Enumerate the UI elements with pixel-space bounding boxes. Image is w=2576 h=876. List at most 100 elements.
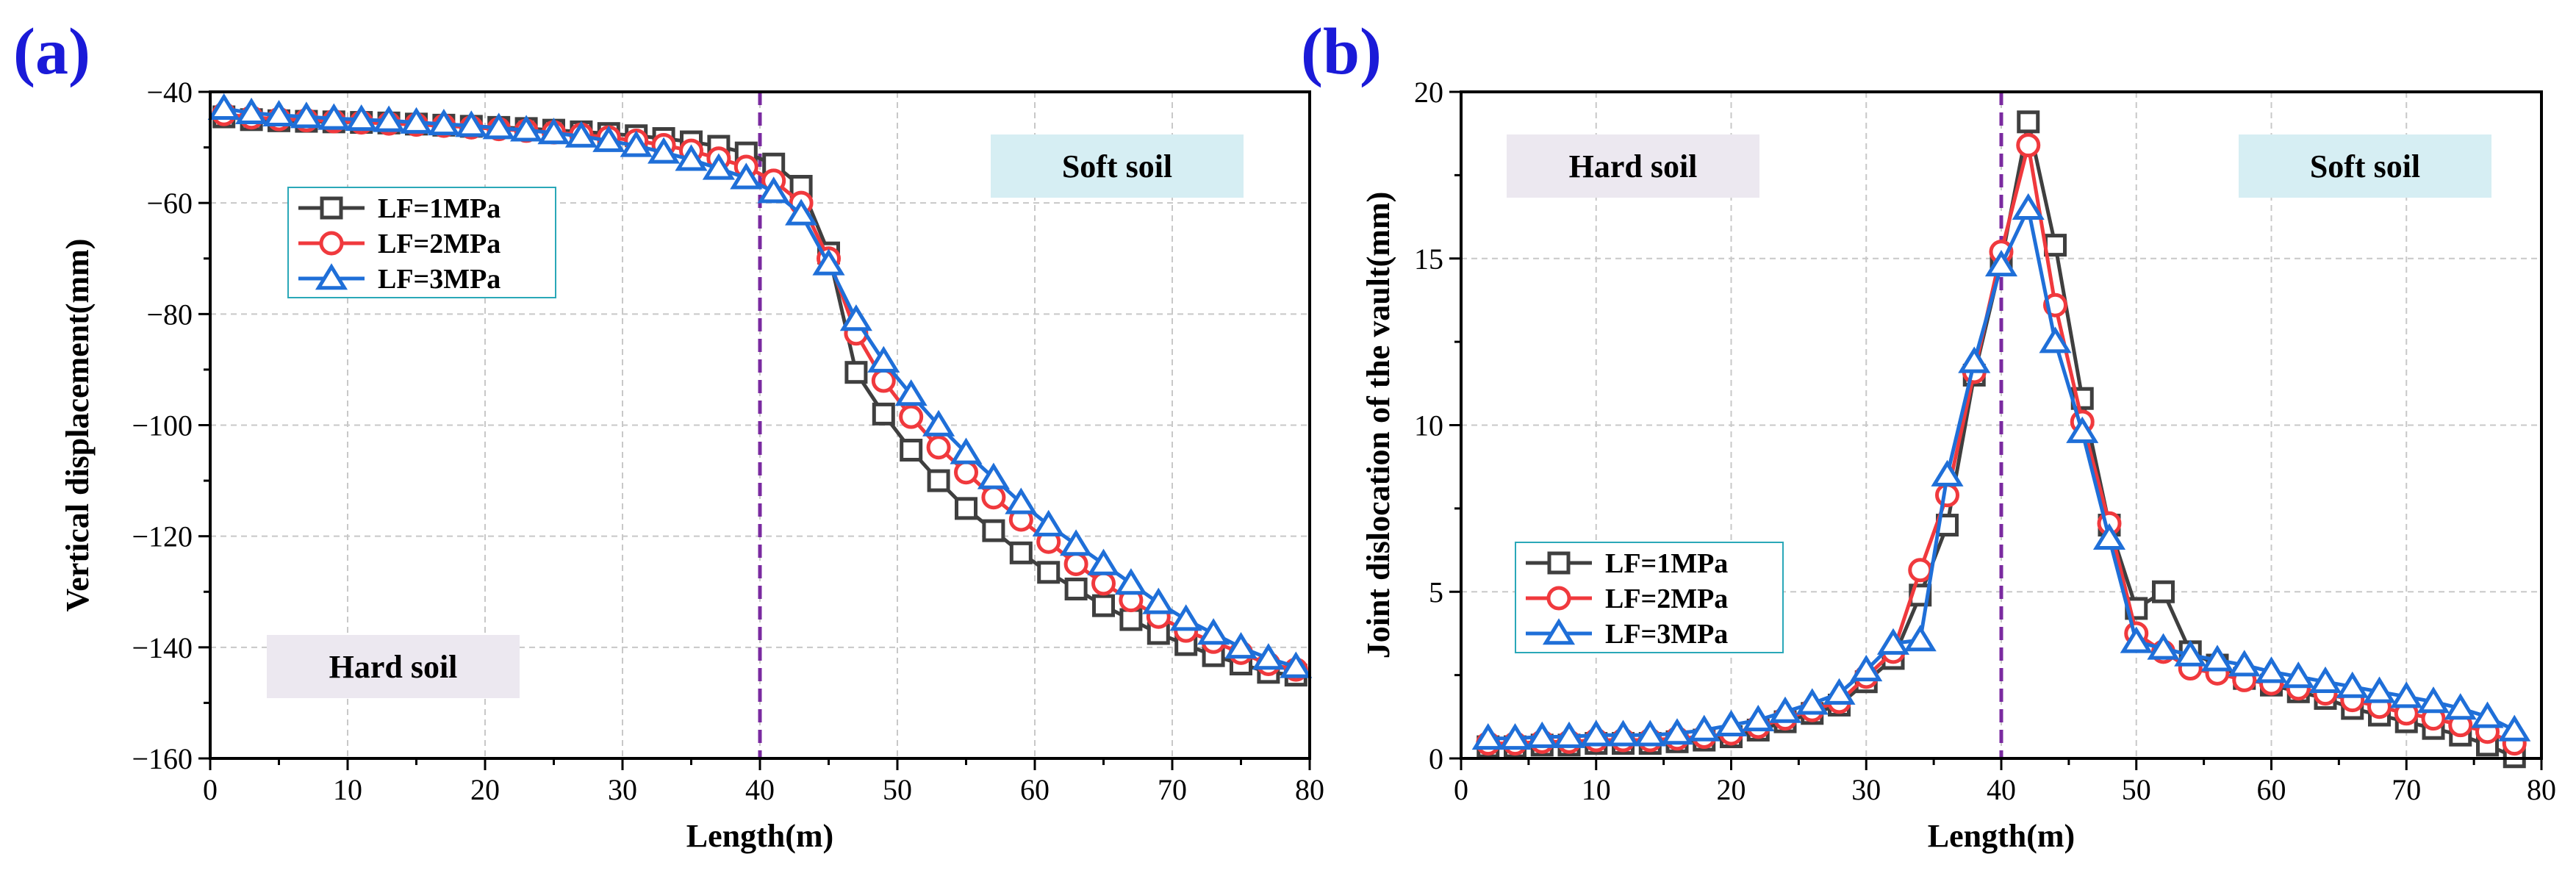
zone-label: Hard soil	[329, 649, 458, 685]
data-point	[1091, 571, 1116, 596]
zone-label: Hard soil	[1569, 148, 1698, 184]
data-point	[373, 105, 406, 132]
data-point	[955, 497, 977, 520]
x-tick-label: 40	[1987, 773, 2016, 806]
data-point	[1904, 625, 1937, 652]
data-point	[927, 469, 950, 492]
data-point	[235, 97, 268, 125]
y-tick-label: 20	[1414, 76, 1443, 109]
data-point	[1607, 719, 1640, 747]
data-point	[954, 460, 978, 485]
data-point	[1037, 561, 1061, 584]
data-point	[1471, 722, 1504, 750]
x-axis-title: Length(m)	[686, 818, 833, 854]
data-point	[1252, 643, 1285, 670]
x-tick-label: 30	[1851, 773, 1881, 806]
data-point	[981, 485, 1006, 510]
data-point	[812, 248, 845, 276]
data-point	[1032, 509, 1065, 536]
data-point	[1823, 678, 1856, 705]
data-point	[317, 103, 351, 130]
legend-label: LF=1MPa	[1605, 548, 1728, 579]
data-point	[1064, 577, 1088, 600]
data-point	[1984, 250, 2018, 277]
zone-box-hard-soil	[1507, 134, 1759, 198]
x-tick-label: 20	[470, 773, 500, 806]
series-LF=3MPa	[207, 93, 1313, 678]
data-point	[894, 379, 928, 406]
legend-label: LF=3MPa	[378, 264, 501, 295]
legend-label: LF=2MPa	[1605, 584, 1728, 614]
data-point	[2308, 666, 2342, 693]
data-point	[2092, 523, 2126, 550]
panel-label: (a)	[13, 15, 90, 88]
data-point	[592, 125, 625, 152]
data-point	[1087, 548, 1120, 575]
data-point	[977, 462, 1010, 489]
y-tick-label: 0	[1429, 742, 1443, 775]
zone-box-soft-soil	[2239, 134, 2491, 198]
data-point	[982, 519, 1005, 542]
x-tick-label: 70	[1158, 773, 1187, 806]
chart-panel-a: (a) Soft soil Hard soil 0 10 20 30 40 50 60 70 80 −1…	[13, 15, 1324, 854]
x-tick-label: 40	[745, 773, 775, 806]
y-tick-label: 5	[1429, 575, 1443, 608]
data-point	[1114, 568, 1147, 595]
data-point	[872, 402, 895, 426]
data-point	[1958, 346, 1991, 373]
y-tick-label: −120	[132, 520, 193, 553]
x-tick-label: 0	[1454, 773, 1468, 806]
data-point	[2039, 326, 2072, 353]
x-axis-title: Length(m)	[1928, 818, 2075, 854]
data-point	[844, 361, 868, 384]
legend-marker	[1546, 586, 1571, 611]
data-point	[1009, 541, 1033, 564]
data-point	[926, 435, 951, 460]
legend-marker	[315, 263, 348, 290]
data-point	[900, 439, 923, 462]
x-tick-label: 60	[2257, 773, 2286, 806]
data-point	[785, 198, 818, 226]
data-point	[537, 118, 570, 145]
data-point	[2066, 416, 2099, 443]
data-point	[1092, 594, 1115, 617]
zone-box-hard-soil	[267, 635, 520, 698]
data-point	[510, 115, 543, 142]
data-point	[922, 409, 955, 437]
x-tick-label: 80	[2527, 773, 2556, 806]
data-point	[1119, 608, 1143, 631]
y-tick-label: −40	[146, 76, 193, 109]
x-tick-label: 10	[333, 773, 362, 806]
x-tick-label: 50	[2122, 773, 2151, 806]
data-point	[647, 137, 681, 164]
data-point	[757, 176, 790, 204]
legend-label: LF=1MPa	[378, 193, 501, 224]
data-point	[1280, 651, 1313, 678]
panel-label: (b)	[1301, 15, 1382, 88]
data-point	[2016, 133, 2041, 158]
data-point	[950, 437, 983, 464]
data-point	[2174, 639, 2207, 667]
y-axis-title: Vertical displacement(mm)	[60, 239, 96, 612]
data-point	[2152, 580, 2175, 603]
data-point	[1908, 558, 1933, 583]
x-tick-label: 10	[1582, 773, 1611, 806]
zone-label: Soft soil	[1062, 148, 1172, 184]
data-point	[1935, 483, 1959, 508]
data-point	[2471, 701, 2504, 728]
data-point	[1634, 719, 1667, 747]
data-point	[2012, 193, 2045, 220]
data-point	[2120, 626, 2153, 653]
legend-marker	[320, 196, 343, 220]
x-tick-label: 70	[2392, 773, 2421, 806]
data-point	[1795, 688, 1829, 715]
data-point	[482, 112, 515, 140]
data-point	[2255, 656, 2288, 683]
data-point	[899, 404, 924, 429]
data-point	[702, 153, 735, 180]
data-point	[2228, 650, 2261, 677]
data-point	[2363, 676, 2396, 703]
data-point	[620, 130, 653, 157]
